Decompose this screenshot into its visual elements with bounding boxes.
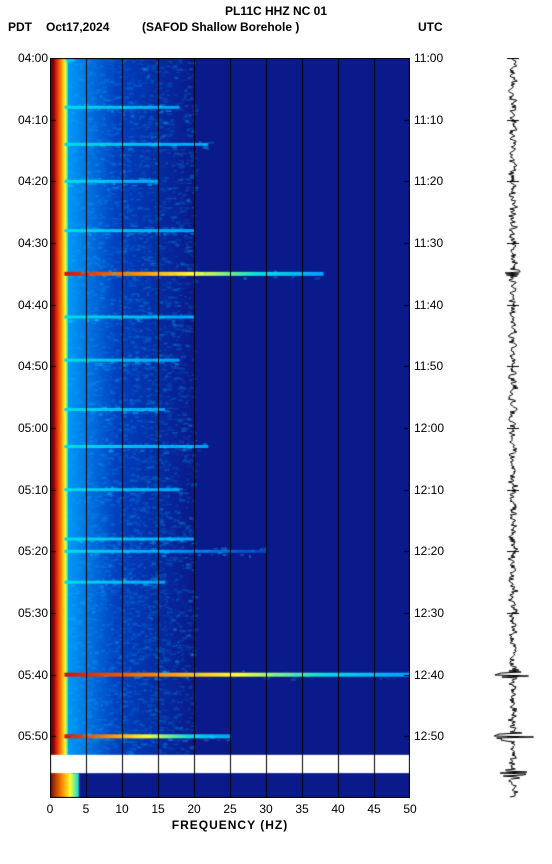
ytick-right: 11:30 bbox=[414, 236, 458, 250]
xtick: 30 bbox=[256, 802, 276, 816]
ytick-left: 04:50 bbox=[4, 359, 48, 373]
seismogram-panel bbox=[488, 58, 538, 798]
ytick-left: 04:10 bbox=[4, 113, 48, 127]
xtick: 50 bbox=[400, 802, 420, 816]
ytick-right: 12:30 bbox=[414, 606, 458, 620]
xtick: 25 bbox=[220, 802, 240, 816]
ytick-left: 04:40 bbox=[4, 298, 48, 312]
seismogram-canvas bbox=[488, 58, 538, 798]
xtick: 0 bbox=[40, 802, 60, 816]
tz-left-label: PDT bbox=[8, 20, 32, 34]
xtick: 20 bbox=[184, 802, 204, 816]
ytick-left: 04:00 bbox=[4, 51, 48, 65]
ytick-left: 05:10 bbox=[4, 483, 48, 497]
ytick-left: 05:50 bbox=[4, 729, 48, 743]
ytick-left: 05:40 bbox=[4, 668, 48, 682]
xtick: 45 bbox=[364, 802, 384, 816]
ytick-right: 11:50 bbox=[414, 359, 458, 373]
ytick-right: 11:40 bbox=[414, 298, 458, 312]
ytick-left: 04:20 bbox=[4, 174, 48, 188]
ytick-left: 05:20 bbox=[4, 544, 48, 558]
xtick: 40 bbox=[328, 802, 348, 816]
spectrogram-canvas bbox=[50, 58, 410, 798]
xtick: 5 bbox=[76, 802, 96, 816]
ytick-right: 11:10 bbox=[414, 113, 458, 127]
ytick-right: 11:00 bbox=[414, 51, 458, 65]
chart-title: PL11C HHZ NC 01 bbox=[0, 4, 552, 18]
xtick: 15 bbox=[148, 802, 168, 816]
station-label: (SAFOD Shallow Borehole ) bbox=[142, 20, 299, 34]
ytick-right: 12:40 bbox=[414, 668, 458, 682]
ytick-right: 12:10 bbox=[414, 483, 458, 497]
xtick: 35 bbox=[292, 802, 312, 816]
xtick: 10 bbox=[112, 802, 132, 816]
ytick-left: 05:00 bbox=[4, 421, 48, 435]
ytick-right: 12:20 bbox=[414, 544, 458, 558]
ytick-right: 12:00 bbox=[414, 421, 458, 435]
tz-right-label: UTC bbox=[418, 20, 443, 34]
ytick-left: 04:30 bbox=[4, 236, 48, 250]
ytick-right: 12:50 bbox=[414, 729, 458, 743]
spectrogram-panel bbox=[50, 58, 410, 798]
date-label: Oct17,2024 bbox=[46, 20, 109, 34]
x-axis-label: FREQUENCY (HZ) bbox=[50, 818, 410, 832]
ytick-right: 11:20 bbox=[414, 174, 458, 188]
ytick-left: 05:30 bbox=[4, 606, 48, 620]
